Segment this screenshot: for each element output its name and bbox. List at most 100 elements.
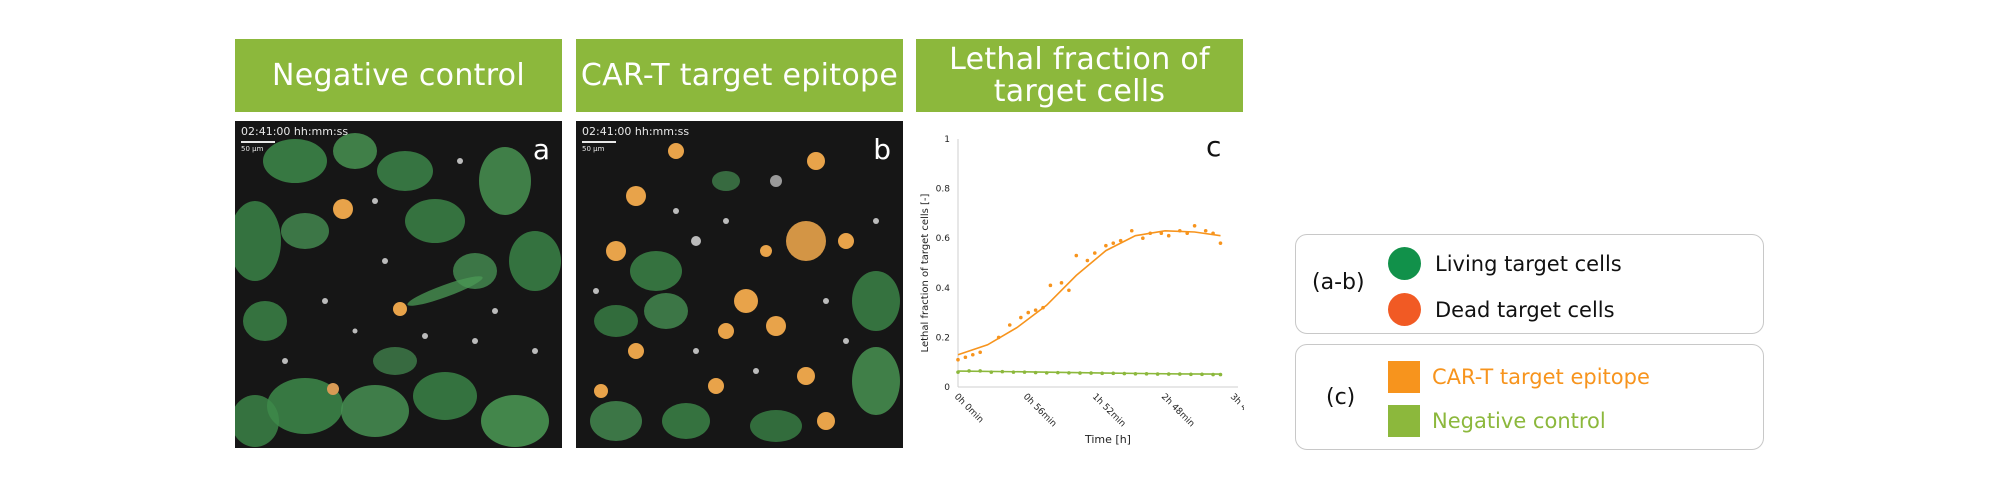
- panel-a-image: [235, 121, 562, 448]
- legend-ab-key: (a-b): [1312, 270, 1365, 295]
- negative-series-point: [1133, 372, 1138, 376]
- cart-series-point: [970, 352, 975, 357]
- header-cart-text: CAR-T target epitope: [580, 57, 899, 93]
- cart-square-icon: [1388, 361, 1420, 393]
- negative-series-point: [1089, 371, 1093, 375]
- header-negative-control-text: Negative control: [272, 57, 525, 93]
- cart-series-point: [1185, 231, 1189, 236]
- cart-series-point: [1104, 243, 1108, 248]
- cart-series-point: [978, 350, 982, 355]
- negative-series-point: [989, 370, 994, 374]
- y-axis-label: Lethal fraction of target cells [-]: [920, 193, 931, 352]
- chart-panel-label: c: [1206, 130, 1222, 163]
- cart-series-point: [1074, 253, 1079, 258]
- legend-c-item-negative-label: Negative control: [1432, 409, 1606, 433]
- negative-series-point: [1166, 372, 1171, 376]
- negative-series-fit-line: [957, 370, 1221, 375]
- cart-series-point: [996, 335, 1001, 340]
- legend-c-item-cart-label: CAR-T target epitope: [1432, 365, 1650, 389]
- y-tick-label: 0.8: [936, 185, 951, 195]
- panel-b-scale-label: 50 µm: [582, 145, 605, 153]
- panel-b-image: [576, 121, 903, 448]
- living-cells-dot-icon: [1388, 247, 1421, 280]
- legend-c-key: (c): [1326, 385, 1356, 410]
- negative-series-point: [1000, 369, 1005, 374]
- y-tick-label: 0: [944, 383, 950, 393]
- cart-series-point: [1118, 238, 1123, 243]
- panel-a-label: a: [532, 133, 550, 166]
- cart-series-point: [1059, 281, 1064, 285]
- panel-b-label: b: [873, 133, 891, 166]
- negative-series-point: [1122, 371, 1127, 376]
- cart-series-point: [1148, 231, 1153, 236]
- negative-series-point: [1178, 372, 1182, 376]
- cart-series-point: [1141, 236, 1145, 240]
- cart-series-point: [1041, 305, 1045, 310]
- cart-series-point: [963, 355, 968, 360]
- cart-series-point: [1067, 288, 1071, 293]
- lethal-fraction-chart: 0 0.2 0.4 0.6 0.8 1 0h 0min 0h 56min 1h 52min 2h …: [914, 121, 1265, 451]
- y-tick-label: 0.4: [936, 284, 951, 294]
- negative-square-icon: [1388, 405, 1420, 437]
- cart-series-point: [1178, 228, 1182, 233]
- negative-series-point: [1044, 371, 1049, 375]
- legend-ab-item-dead: Dead target cells: [1388, 293, 1615, 326]
- header-negative-control: Negative control: [235, 39, 562, 112]
- panel-b-timestamp: 02:41:00 hh:mm:ss: [582, 125, 690, 138]
- cart-series-point: [1129, 228, 1134, 233]
- cart-series-point: [1218, 241, 1223, 245]
- cart-series-point: [1033, 308, 1038, 312]
- header-cart-target-epitope: CAR-T target epitope: [576, 39, 903, 112]
- y-tick-label: 0.6: [936, 234, 951, 244]
- negative-series-point: [1022, 370, 1027, 374]
- legend-c-item-negative: Negative control: [1388, 405, 1606, 437]
- cart-series-point: [1019, 315, 1023, 320]
- panel-a-scale-bar: [241, 141, 275, 143]
- x-axis-label: Time [h]: [1084, 433, 1131, 446]
- y-tick-label: 0.2: [936, 333, 950, 343]
- x-tick-label: 2h 48min: [1159, 392, 1196, 429]
- negative-series-point: [1211, 372, 1215, 377]
- negative-series-point: [1200, 372, 1204, 377]
- cart-series-point: [1026, 310, 1031, 315]
- cart-series-point: [1203, 228, 1208, 233]
- x-tick-label: 3h 44min: [1228, 392, 1244, 429]
- panel-a-timestamp: 02:41:00 hh:mm:ss: [241, 125, 349, 138]
- cart-series-point: [956, 357, 960, 362]
- panel-b-scale-bar: [582, 141, 616, 143]
- legend-c-item-cart: CAR-T target epitope: [1388, 361, 1650, 393]
- cart-series-point: [1048, 283, 1053, 288]
- negative-series-point: [956, 370, 960, 374]
- legend-ab-item-living: Living target cells: [1388, 247, 1622, 280]
- negative-series-point: [978, 369, 982, 373]
- microscopy-panel-b: 02:41:00 hh:mm:ss 50 µm b: [576, 121, 903, 448]
- negative-series-point: [1011, 370, 1016, 374]
- cart-series-point: [1211, 231, 1215, 236]
- cart-series-point: [1192, 224, 1197, 228]
- panel-a-scale-label: 50 µm: [241, 145, 264, 153]
- cart-series-point: [1092, 251, 1097, 255]
- negative-series-point: [1111, 371, 1116, 376]
- negative-series-point: [1100, 371, 1104, 376]
- negative-series-point: [967, 369, 971, 373]
- header-lethal-text: Lethal fraction of target cells: [949, 41, 1210, 109]
- cart-series-point: [1166, 233, 1171, 238]
- legend-c-box: (c) CAR-T target epitope Negative contro…: [1295, 344, 1764, 450]
- cart-series-point: [1007, 323, 1012, 327]
- x-tick-label: 0h 56min: [1021, 392, 1058, 429]
- header-lethal-fraction: Lethal fraction of target cells: [916, 39, 1243, 112]
- y-tick-label: 1: [944, 135, 950, 145]
- negative-series-point: [1067, 371, 1071, 375]
- x-tick-label: 1h 52min: [1090, 392, 1127, 429]
- negative-series-point: [1155, 372, 1160, 376]
- negative-series-point: [1056, 370, 1060, 375]
- x-tick-label: 0h 0min: [952, 392, 985, 425]
- legend-ab-item-dead-label: Dead target cells: [1435, 297, 1615, 322]
- negative-series-point: [1078, 371, 1082, 375]
- cart-series-point: [1085, 258, 1090, 263]
- chart-svg: 0 0.2 0.4 0.6 0.8 1 0h 0min 0h 56min 1h 52min 2h …: [920, 135, 1265, 446]
- microscopy-panel-a: 02:41:00 hh:mm:ss 50 µm a: [235, 121, 562, 448]
- negative-series-point: [1189, 372, 1193, 377]
- legend-ab-box: (a-b) Living target cells Dead target ce…: [1295, 234, 1764, 334]
- dead-cells-dot-icon: [1388, 293, 1421, 326]
